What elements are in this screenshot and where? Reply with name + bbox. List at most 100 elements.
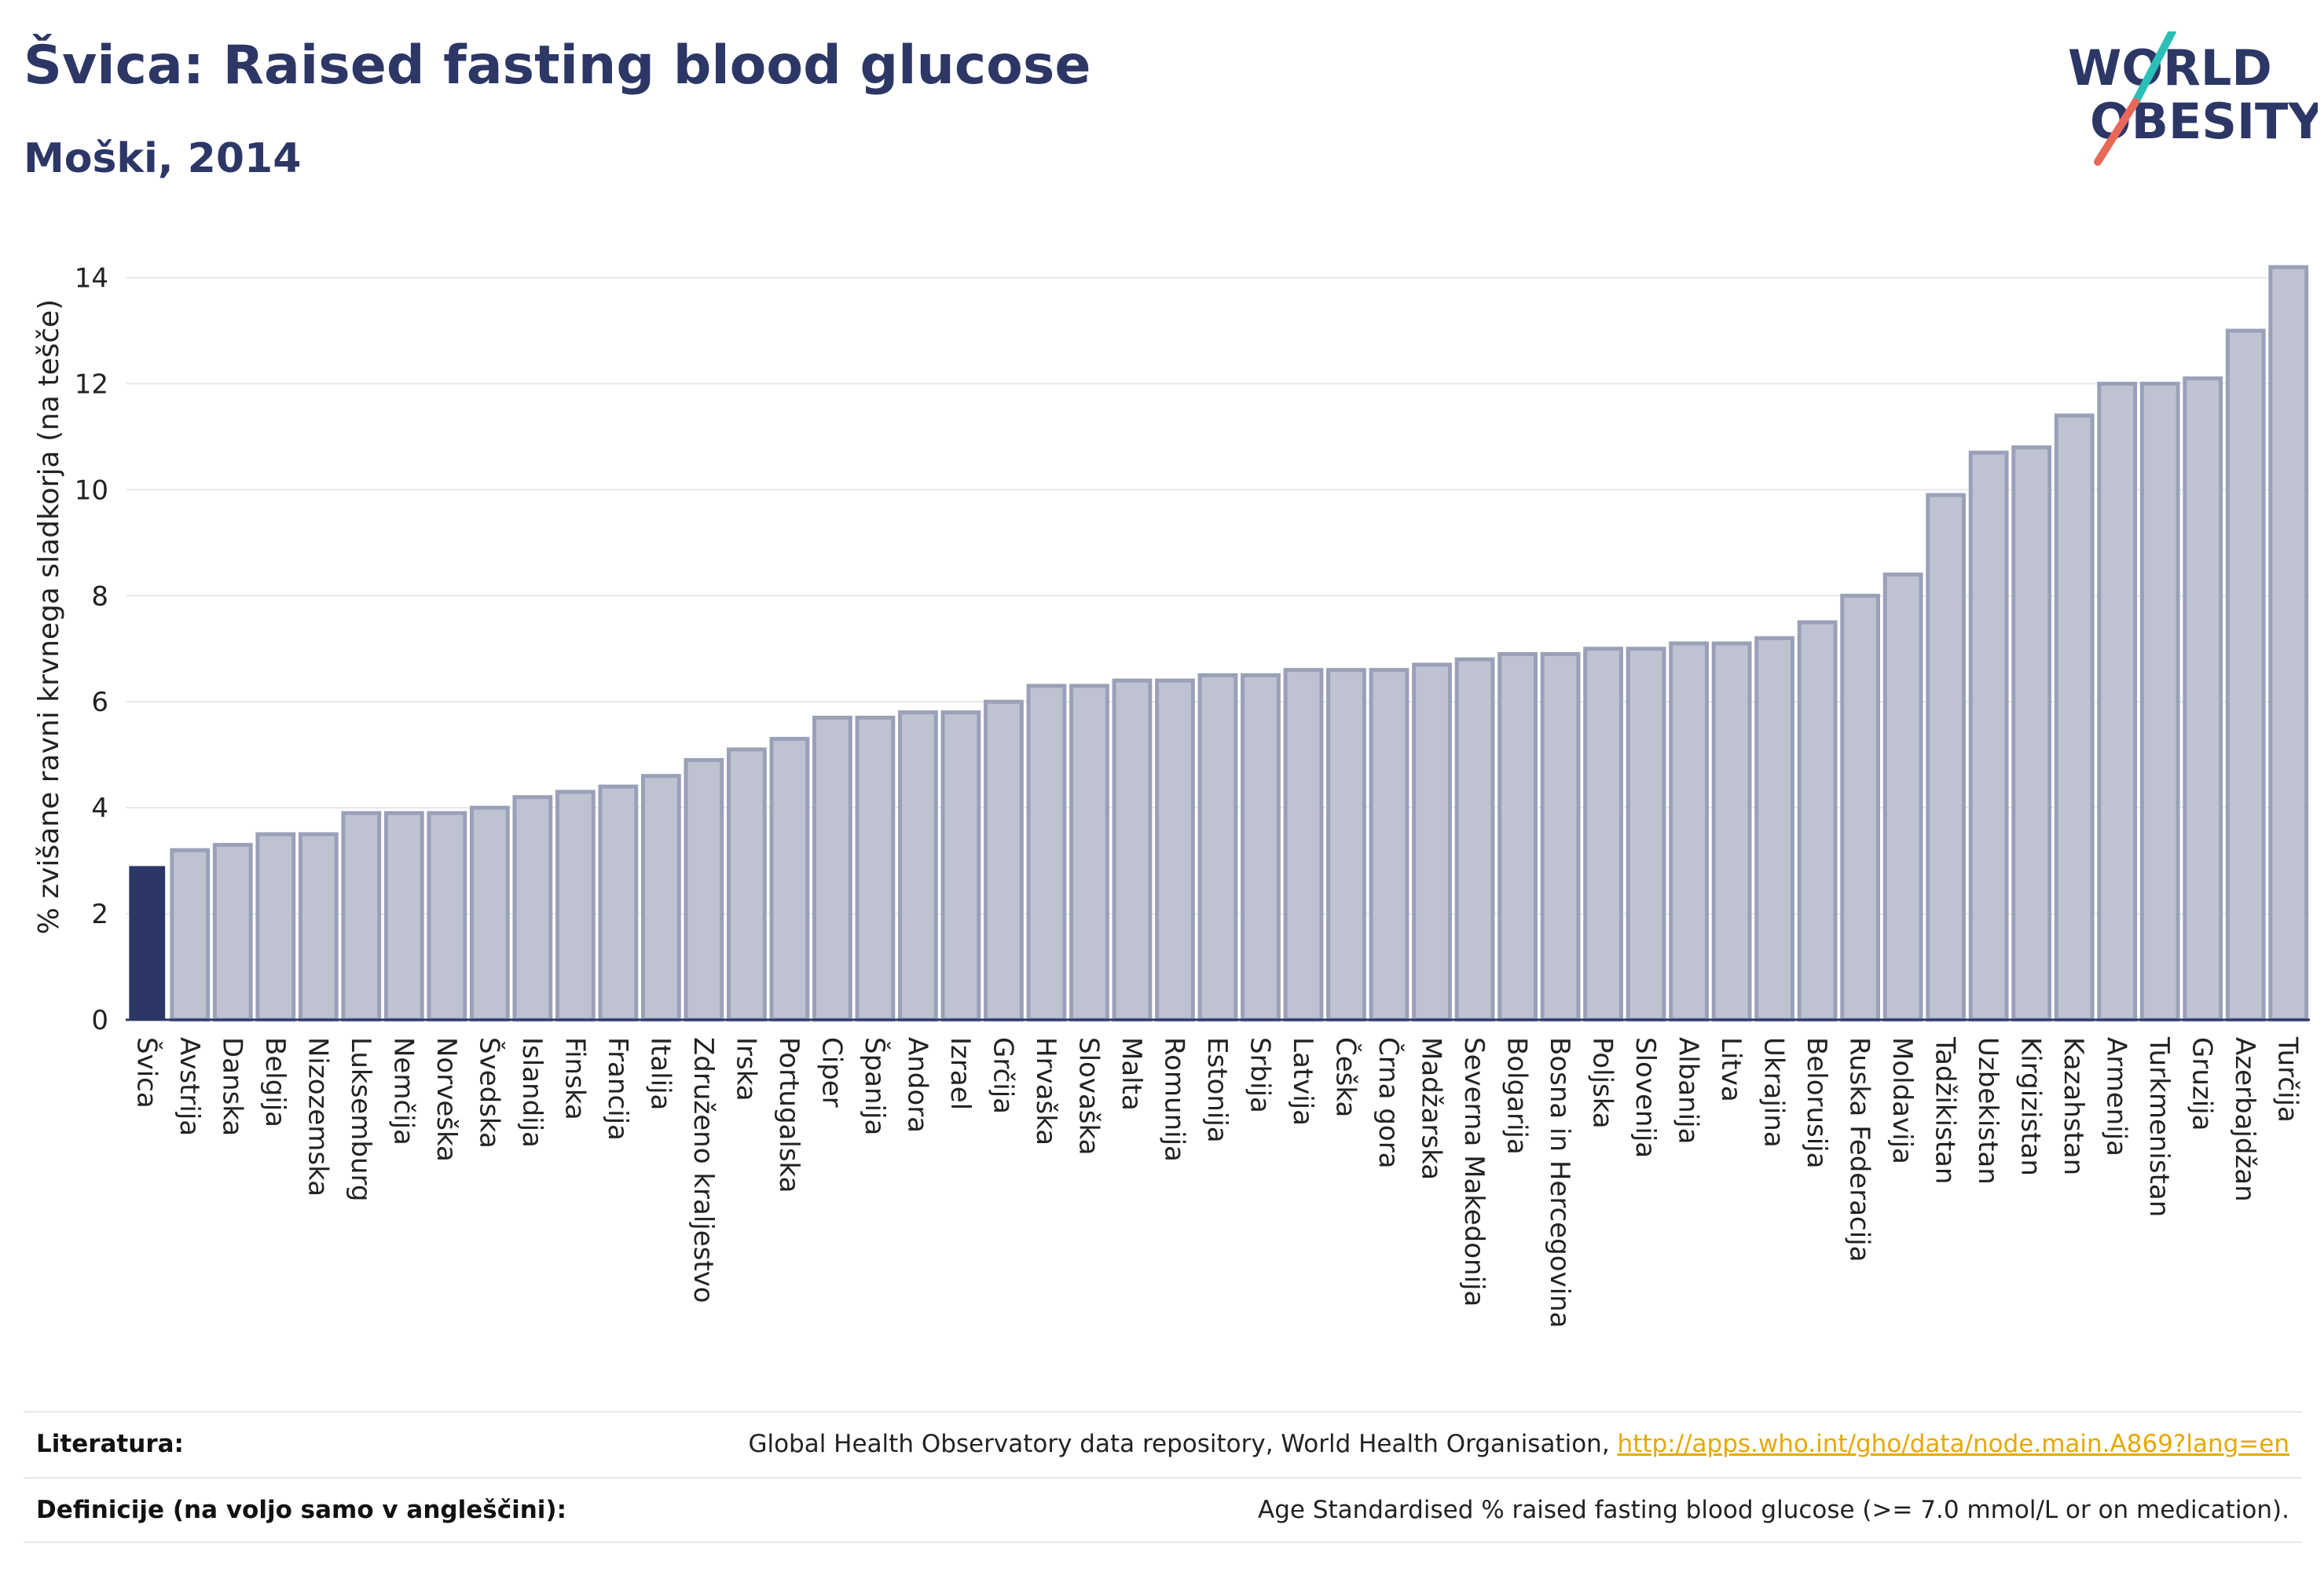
x-tick-label: Portugalska	[773, 1037, 805, 1193]
bar[interactable]	[170, 848, 211, 1022]
x-tick-label: Španija	[859, 1037, 891, 1135]
bar[interactable]	[2183, 376, 2223, 1022]
bar[interactable]	[684, 757, 724, 1022]
chart-subtitle: Moški, 2014	[24, 135, 302, 182]
bar[interactable]	[469, 805, 510, 1022]
bar[interactable]	[129, 866, 166, 1020]
y-tick-label: 2	[91, 899, 108, 930]
bar[interactable]	[984, 699, 1024, 1022]
x-tick-label: Turčija	[2272, 1036, 2304, 1123]
bar[interactable]	[1454, 657, 1495, 1022]
y-tick-label: 4	[91, 793, 108, 824]
bar[interactable]	[1669, 641, 1710, 1022]
x-tick-label: Turkmenistan	[2143, 1036, 2175, 1217]
y-tick-labels: 0 2 4 6 8 10 12 14	[75, 262, 108, 1036]
bar[interactable]	[1155, 678, 1195, 1022]
bar[interactable]	[341, 811, 382, 1022]
y-axis-label: % zvišane ravni krvnega sladkorja (na te…	[33, 299, 65, 935]
bar[interactable]	[2097, 381, 2138, 1022]
bar[interactable]	[640, 774, 681, 1022]
source-label: Literatura:	[36, 1430, 184, 1458]
bar[interactable]	[2139, 381, 2180, 1022]
y-tick-label: 12	[75, 368, 108, 400]
x-tick-label: Grčija	[987, 1037, 1018, 1114]
source-link[interactable]: http://apps.who.int/gho/data/node.main.A…	[1617, 1430, 2289, 1458]
x-tick-label: Luksemburg	[345, 1037, 376, 1201]
x-tick-label: Črna gora	[1373, 1037, 1405, 1169]
bar[interactable]	[1026, 684, 1067, 1022]
bar[interactable]	[1840, 593, 1881, 1022]
bar[interactable]	[598, 784, 639, 1022]
x-tick-label: Kazahstan	[2058, 1037, 2089, 1175]
bar[interactable]	[255, 832, 296, 1022]
bar[interactable]	[1754, 636, 1795, 1022]
footer-bottom-border	[24, 1541, 2302, 1543]
bar[interactable]	[383, 811, 424, 1022]
bar[interactable]	[898, 710, 938, 1022]
bar[interactable]	[512, 795, 553, 1022]
bar[interactable]	[769, 736, 810, 1022]
chart-title: Švica: Raised fasting blood glucose	[24, 35, 1091, 97]
x-tick-label: Nizozemska	[302, 1037, 333, 1197]
y-tick-label: 0	[91, 1005, 108, 1036]
bar[interactable]	[1112, 678, 1153, 1022]
bar[interactable]	[1497, 651, 1538, 1022]
x-tick-label: Moldavija	[1886, 1037, 1918, 1164]
x-tick-label: Izrael	[944, 1037, 976, 1110]
bar[interactable]	[1197, 673, 1238, 1022]
x-tick-label: Irska	[730, 1037, 761, 1101]
bar[interactable]	[2225, 328, 2266, 1022]
bar[interactable]	[726, 747, 767, 1022]
x-tick-label: Češka	[1330, 1037, 1362, 1117]
x-tick-label: Armenija	[2101, 1037, 2132, 1156]
x-tick-label: Tadžikistan	[1930, 1036, 1961, 1184]
bar[interactable]	[855, 715, 896, 1022]
x-tick-label: Poljska	[1587, 1037, 1618, 1129]
x-tick-label: Bosna in Hercegovina	[1544, 1037, 1575, 1329]
bar-chart: 0 2 4 6 8 10 12 14 Švica Avstrija Danska Belgija Ni…	[33, 262, 2310, 1329]
x-tick-label: Kirgizistan	[2015, 1037, 2047, 1176]
bar[interactable]	[212, 842, 253, 1022]
bar[interactable]	[2011, 445, 2052, 1022]
x-tick-label: Srbija	[1244, 1037, 1276, 1113]
world-obesity-logo: WORLD OBESITY	[2068, 31, 2318, 166]
x-tick-label: Latvija	[1287, 1037, 1318, 1126]
bar[interactable]	[812, 715, 852, 1022]
x-tick-label: Andora	[901, 1037, 933, 1133]
bar[interactable]	[1926, 493, 1967, 1022]
definition-value: Age Standardised % raised fasting blood …	[1258, 1496, 2289, 1524]
bar[interactable]	[1968, 450, 2009, 1022]
x-tick-label: Danska	[216, 1037, 247, 1136]
bar[interactable]	[1797, 620, 1838, 1022]
bar[interactable]	[427, 811, 467, 1022]
bar[interactable]	[1326, 668, 1366, 1022]
bar[interactable]	[1412, 662, 1452, 1022]
bar[interactable]	[1369, 668, 1409, 1022]
bar[interactable]	[1283, 668, 1324, 1022]
bar[interactable]	[1583, 647, 1623, 1022]
bar[interactable]	[1711, 641, 1752, 1022]
y-tick-label: 6	[91, 687, 108, 718]
y-tick-label: 10	[75, 475, 108, 506]
x-tick-label: Islandija	[516, 1037, 548, 1148]
bar[interactable]	[298, 832, 339, 1022]
x-tick-label: Italija	[644, 1037, 676, 1110]
x-tick-label: Severna Makedonija	[1458, 1037, 1490, 1307]
bar[interactable]	[555, 790, 596, 1022]
bar[interactable]	[1241, 673, 1281, 1022]
bar[interactable]	[1626, 647, 1666, 1022]
logo-line1: WORLD	[2068, 39, 2272, 97]
bar[interactable]	[2268, 265, 2309, 1022]
source-value: Global Health Observatory data repositor…	[748, 1430, 2289, 1458]
definition-row: Definicije (na voljo samo v angleščini):…	[24, 1477, 2302, 1543]
x-tick-label: Švedska	[473, 1037, 505, 1149]
x-tick-label: Uzbekistan	[1972, 1037, 2003, 1185]
bar[interactable]	[1882, 572, 1923, 1022]
bar[interactable]	[1540, 651, 1581, 1022]
source-text: Global Health Observatory data repositor…	[748, 1430, 1618, 1458]
x-tick-label: Švica	[130, 1037, 163, 1109]
bar[interactable]	[1069, 684, 1109, 1022]
bar[interactable]	[2054, 413, 2095, 1022]
bar[interactable]	[940, 710, 981, 1022]
x-tick-label: Albanija	[1673, 1037, 1704, 1144]
